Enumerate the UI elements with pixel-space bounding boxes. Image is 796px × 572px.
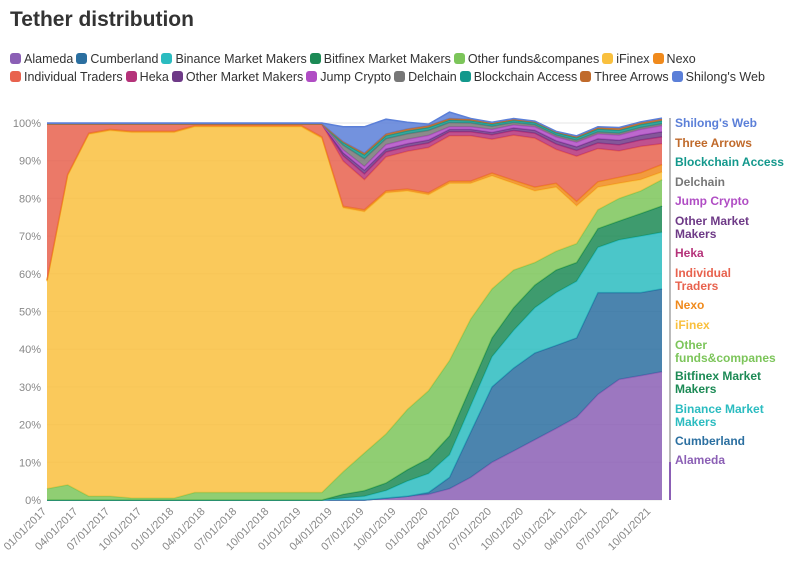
series-end-label: Jump Crypto	[675, 194, 749, 208]
y-tick-label: 30%	[19, 382, 41, 394]
legend-swatch	[453, 53, 465, 64]
series-end-label: Other Market	[675, 214, 749, 228]
legend-label: Binance Market Makers	[175, 52, 307, 66]
y-tick-label: 60%	[19, 269, 41, 281]
area-binance-market-makers[interactable]	[47, 232, 662, 501]
area-alameda[interactable]	[47, 371, 662, 500]
legend: Alameda Cumberland Binance Market Makers Bi…	[10, 50, 790, 86]
legend-label: iFinex	[616, 52, 650, 66]
series-end-label: Heka	[675, 246, 704, 260]
series-end-label: Three Arrows	[675, 136, 752, 150]
series-end-label: Nexo	[675, 298, 704, 312]
series-end-label: Makers	[675, 382, 717, 396]
legend-swatch	[306, 71, 318, 82]
legend-item[interactable]: Blockchain Access	[459, 68, 578, 86]
legend-item[interactable]: Three Arrows	[580, 68, 669, 86]
series-end-label: Delchain	[675, 175, 725, 189]
area-jump-crypto[interactable]	[47, 124, 662, 171]
legend-label: Nexo	[666, 52, 696, 66]
legend-swatch	[652, 53, 664, 64]
legend-swatch	[10, 71, 21, 82]
legend-label: Individual Traders	[24, 70, 123, 84]
legend-label: Bitfinex Market Makers	[323, 52, 451, 66]
legend-item[interactable]: Delchain	[394, 68, 457, 86]
legend-label: Shilong's Web	[685, 70, 765, 84]
y-tick-label: 0%	[25, 495, 41, 507]
series-end-label: iFinex	[675, 318, 710, 332]
series-end-label: Binance Market	[675, 402, 764, 416]
area-blockchain-access[interactable]	[47, 120, 662, 159]
series-end-label: Alameda	[675, 453, 725, 467]
y-tick-label: 70%	[19, 231, 41, 243]
y-tick-label: 90%	[19, 156, 41, 168]
chart-title: Tether distribution	[10, 8, 194, 31]
legend-label: Blockchain Access	[473, 70, 578, 84]
legend-swatch	[394, 71, 406, 82]
legend-label: Jump Crypto	[320, 70, 392, 84]
legend-item[interactable]: Shilong's Web	[671, 68, 765, 86]
area-other-market-makers[interactable]	[47, 124, 662, 174]
legend-swatch	[602, 53, 614, 64]
series-end-label: Shilong's Web	[675, 116, 757, 130]
series-end-label: Makers	[675, 415, 717, 429]
legend-item[interactable]: Nexo	[652, 50, 696, 68]
series-end-label: Other	[675, 338, 707, 352]
y-tick-label: 100%	[13, 118, 41, 130]
legend-item[interactable]: Cumberland	[76, 50, 158, 68]
y-tick-label: 40%	[19, 344, 41, 356]
legend-swatch	[10, 53, 21, 64]
series-end-label: Cumberland	[675, 434, 745, 448]
y-tick-label: 10%	[19, 457, 41, 469]
legend-swatch	[309, 53, 321, 64]
y-tick-label: 50%	[19, 307, 41, 319]
area-other-funds-companes[interactable]	[47, 179, 662, 500]
legend-item[interactable]: Heka	[125, 68, 169, 86]
area-delchain[interactable]	[47, 122, 662, 167]
legend-swatch	[459, 71, 471, 82]
y-tick-label: 20%	[19, 420, 41, 432]
legend-swatch	[580, 71, 592, 82]
legend-swatch	[171, 71, 183, 82]
legend-item[interactable]: iFinex	[602, 50, 650, 68]
series-end-label: Makers	[675, 227, 717, 241]
legend-label: Delchain	[408, 70, 457, 84]
series-end-label: funds&companes	[675, 351, 776, 365]
series-end-label: Traders	[675, 279, 719, 293]
area-individual-traders[interactable]	[47, 124, 662, 281]
series-end-label: Bitfinex Market	[675, 369, 761, 383]
area-ifinex[interactable]	[47, 126, 662, 499]
series-end-label: Individual	[675, 266, 731, 280]
legend-item[interactable]: Jump Crypto	[306, 68, 391, 86]
legend-swatch	[161, 53, 173, 64]
area-cumberland[interactable]	[47, 288, 662, 500]
legend-swatch	[76, 53, 88, 64]
legend-swatch	[671, 71, 683, 82]
legend-item[interactable]: Other funds&companes	[453, 50, 600, 68]
area-bitfinex-market-makers[interactable]	[47, 205, 662, 500]
legend-item[interactable]: Bitfinex Market Makers	[309, 50, 451, 68]
legend-label: Other funds&companes	[467, 52, 600, 66]
series-line	[47, 111, 663, 137]
y-tick-label: 80%	[19, 193, 41, 205]
legend-item[interactable]: Alameda	[10, 50, 73, 68]
legend-item[interactable]: Binance Market Makers	[161, 50, 307, 68]
legend-label: Alameda	[24, 52, 74, 66]
legend-item[interactable]: Individual Traders	[10, 68, 123, 86]
series-end-label: Blockchain Access	[675, 155, 784, 169]
legend-swatch	[125, 71, 137, 82]
legend-label: Heka	[139, 70, 169, 84]
legend-label: Cumberland	[90, 52, 159, 66]
area-shilong-s-web[interactable]	[47, 112, 662, 154]
legend-label: Other Market Makers	[185, 70, 304, 84]
legend-label: Three Arrows	[594, 70, 669, 84]
area-heka[interactable]	[47, 124, 662, 180]
legend-item[interactable]: Other Market Makers	[171, 68, 304, 86]
